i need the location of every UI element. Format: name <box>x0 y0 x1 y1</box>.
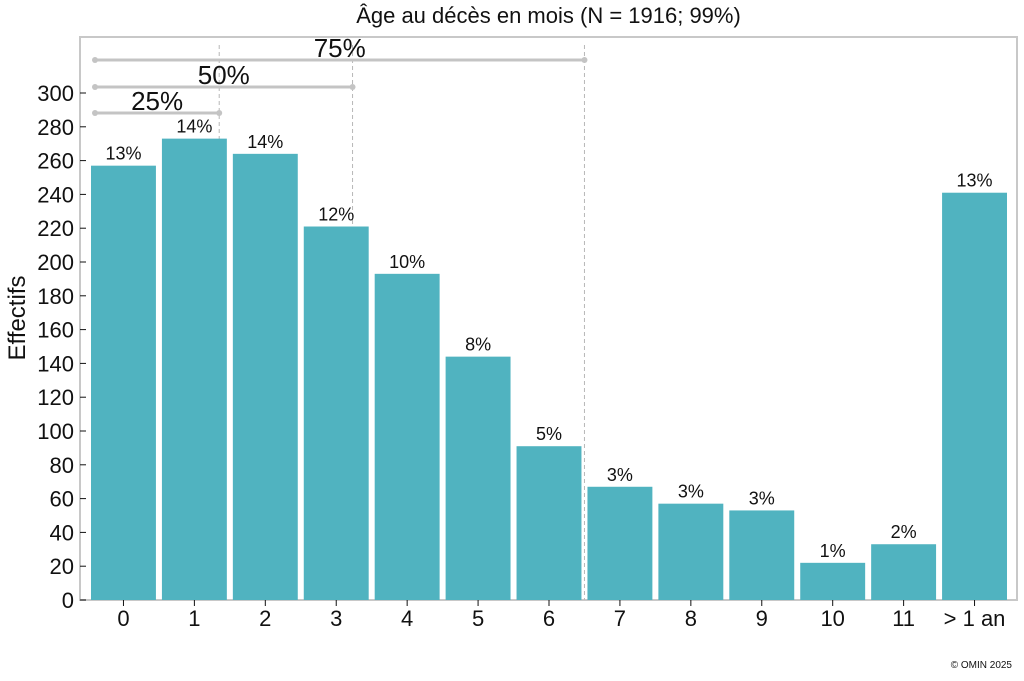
x-tick-label: 6 <box>543 606 555 631</box>
x-tick-label: 4 <box>401 606 413 631</box>
bar-value-label: 12% <box>318 205 354 225</box>
bar-value-label: 13% <box>105 144 141 164</box>
bar <box>445 356 511 600</box>
bar <box>516 446 582 600</box>
x-tick-label: 9 <box>756 606 768 631</box>
y-tick-label: 100 <box>37 419 74 444</box>
y-tick-label: 300 <box>37 81 74 106</box>
quantile-range-end <box>349 84 356 90</box>
bar-value-label: 2% <box>891 522 917 542</box>
bar-labels: 13% 14% 14% 12% 10% 8% 5% 3% 3% 3% 1% 2% 13% <box>105 117 992 561</box>
y-tick-label: 120 <box>37 385 74 410</box>
bar-value-label: 14% <box>247 132 283 152</box>
bar <box>303 226 369 600</box>
y-tick-label: 240 <box>37 182 74 207</box>
bar <box>374 273 440 600</box>
bars <box>91 138 1007 601</box>
bar-value-label: 3% <box>678 482 704 502</box>
y-axis: 0 20 40 60 80 100 120 140 160 180 200 220 240 260 280 3… <box>37 81 86 613</box>
y-tick-label: 160 <box>37 318 74 343</box>
quantile-label: 25% <box>131 86 183 116</box>
y-tick-label: 0 <box>62 588 74 613</box>
quantile-range-start <box>92 110 98 116</box>
bar-value-label: 8% <box>465 335 491 355</box>
quantile-range-end <box>216 110 223 116</box>
bar-value-label: 13% <box>957 171 993 191</box>
y-tick-label: 80 <box>50 453 74 478</box>
x-tick-label: 11 <box>892 606 915 631</box>
bar <box>161 138 227 600</box>
x-tick-label: 3 <box>330 606 342 631</box>
bar <box>587 486 653 600</box>
y-tick-label: 40 <box>50 520 74 545</box>
quantile-label: 75% <box>314 33 366 63</box>
y-tick-label: 60 <box>50 487 74 512</box>
quantile-range-start <box>92 57 98 63</box>
bar <box>91 165 156 601</box>
quantile-range-start <box>92 84 98 90</box>
bar-value-label: 5% <box>536 424 562 444</box>
x-tick-label: 2 <box>259 606 271 631</box>
bar-value-label: 3% <box>749 488 775 508</box>
y-tick-label: 20 <box>50 554 74 579</box>
x-tick-label: 8 <box>685 606 697 631</box>
x-tick-label: 0 <box>117 606 129 631</box>
y-tick-label: 200 <box>37 250 74 275</box>
y-tick-label: 280 <box>37 115 74 140</box>
x-tick-label: 1 <box>188 606 200 631</box>
bar <box>658 503 724 600</box>
quantile-label: 50% <box>198 60 250 90</box>
bar-value-label: 14% <box>176 117 212 137</box>
bar-value-label: 3% <box>607 465 633 485</box>
bar-value-label: 10% <box>389 252 425 272</box>
bar <box>871 544 937 600</box>
y-tick-label: 220 <box>37 216 74 241</box>
x-tick-label: 7 <box>614 606 626 631</box>
y-tick-label: 140 <box>37 351 74 376</box>
chart-title: Âge au décès en mois (N = 1916; 99%) <box>356 3 741 28</box>
quantile-arrows: 25% 50% 75% <box>92 33 588 116</box>
x-axis: 0 1 2 3 4 5 6 7 8 9 10 11 > 1 an <box>117 600 1005 631</box>
y-axis-label: Effectifs <box>4 276 31 361</box>
bar-value-label: 1% <box>820 541 846 561</box>
bar <box>800 562 866 600</box>
x-tick-label: 10 <box>820 606 844 631</box>
y-tick-label: 180 <box>37 284 74 309</box>
quantile-range-end <box>581 57 588 63</box>
bar <box>232 153 298 600</box>
y-tick-label: 260 <box>37 149 74 174</box>
x-tick-label: > 1 an <box>944 606 1006 631</box>
copyright-credit: © OMIN 2025 <box>950 660 1012 671</box>
x-tick-label: 5 <box>472 606 484 631</box>
bar <box>942 192 1007 600</box>
bar <box>729 510 795 600</box>
